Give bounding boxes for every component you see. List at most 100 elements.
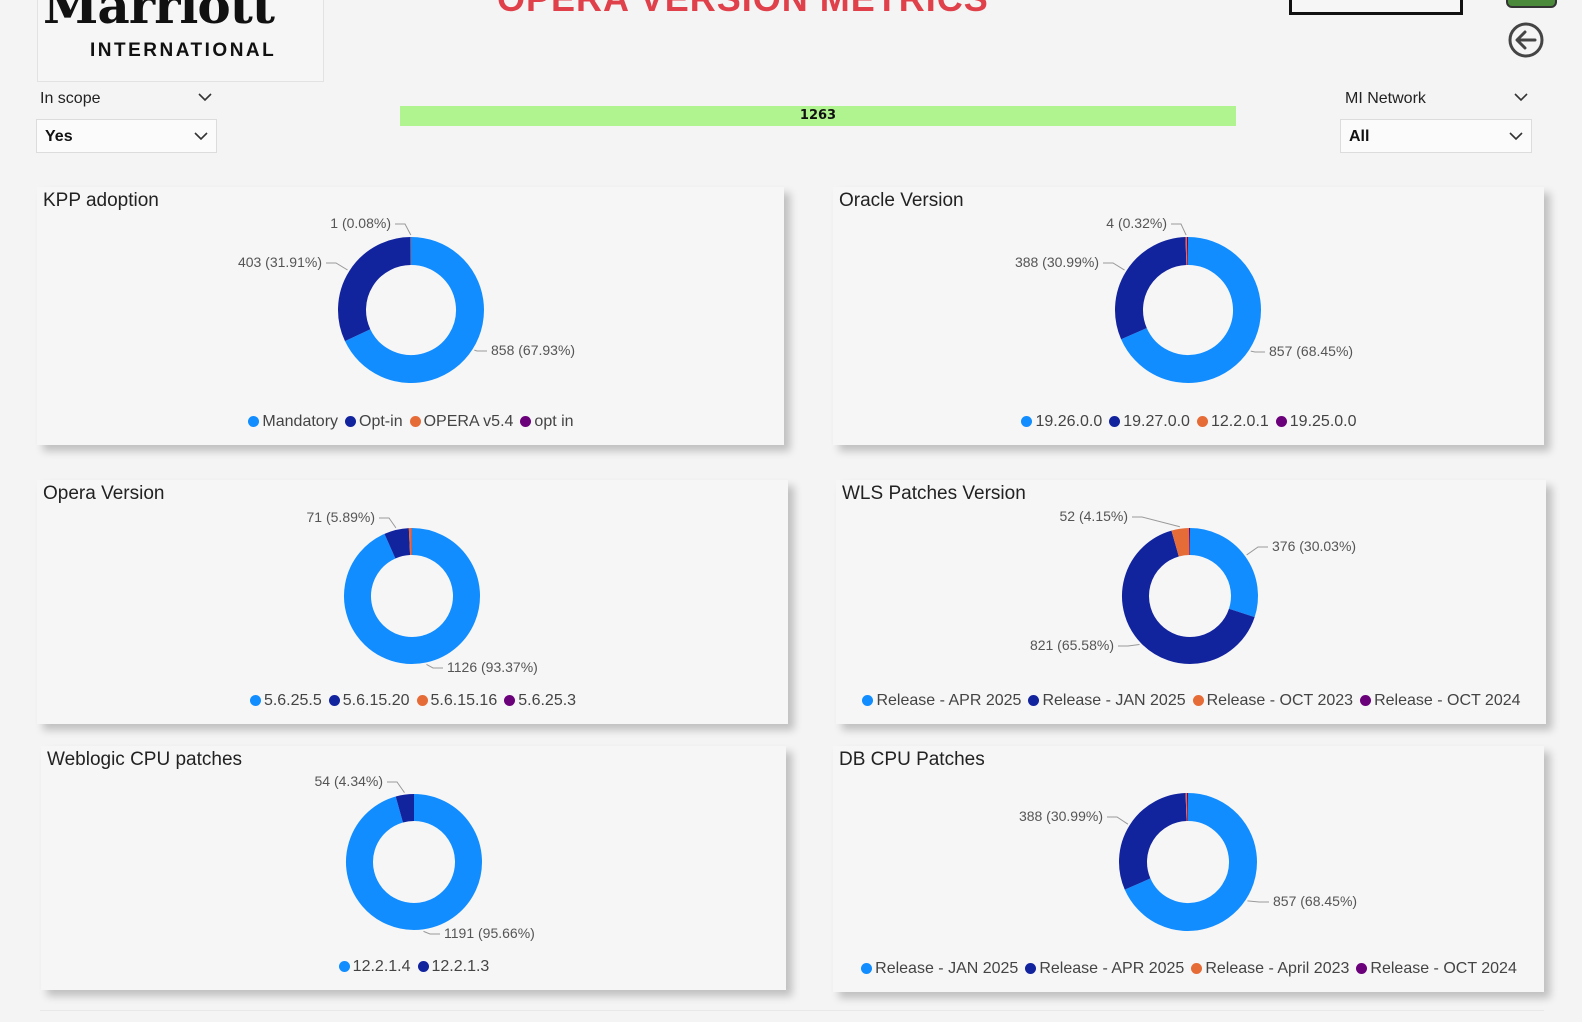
legend-label: Opt-in — [359, 413, 403, 430]
legend-item[interactable]: Release - APR 2025 — [1025, 960, 1184, 978]
data-label-leader — [326, 262, 348, 271]
logo-subtitle: INTERNATIONAL — [90, 40, 277, 61]
legend-item[interactable]: Mandatory — [248, 413, 338, 431]
data-label: 857 (68.45%) — [1273, 893, 1357, 909]
data-label-leader — [1250, 350, 1265, 353]
data-label-leader — [379, 517, 397, 529]
legend-dot-icon — [417, 961, 429, 972]
legend-item[interactable]: Release - OCT 2023 — [1192, 692, 1354, 710]
mi-network-dropdown[interactable]: All — [1340, 119, 1532, 153]
donut-slice-mandatory[interactable] — [344, 237, 484, 383]
legend-item[interactable]: Release - OCT 2024 — [1356, 960, 1517, 978]
data-label: 388 (30.99%) — [1019, 808, 1103, 824]
donut-slice-release-jan-2025[interactable] — [1122, 530, 1255, 664]
legend-item[interactable]: 19.26.0.0 — [1021, 413, 1102, 431]
chart-legend: 19.26.0.0 19.27.0.0 12.2.0.1 19.25.0.0 — [833, 413, 1544, 431]
panel-title: Weblogic CPU patches — [47, 749, 243, 770]
legend-item[interactable]: 19.25.0.0 — [1275, 413, 1357, 431]
legend-item[interactable]: 12.2.1.3 — [417, 958, 489, 976]
donut-slice-19-27-0-0[interactable] — [1115, 237, 1188, 340]
legend-dot-icon — [416, 695, 428, 706]
legend-dot-icon — [1275, 416, 1287, 427]
data-label: 1 (0.08%) — [330, 215, 391, 231]
header-green-button[interactable] — [1506, 0, 1557, 8]
wls-patches-panel: WLS Patches Version 376 (30.03%) 821 (65.… — [836, 480, 1546, 724]
panel-title: DB CPU Patches — [839, 749, 985, 770]
legend-dot-icon — [1356, 963, 1368, 974]
legend-item[interactable]: 5.6.25.5 — [249, 692, 322, 710]
legend-item[interactable]: 19.27.0.0 — [1109, 413, 1190, 431]
donut-slice-release-apr-2025[interactable] — [1119, 793, 1188, 890]
back-arrow-icon[interactable] — [1506, 20, 1546, 60]
legend-item[interactable]: Release - OCT 2024 — [1360, 692, 1521, 710]
legend-dot-icon — [345, 416, 357, 427]
data-label-leader — [1118, 643, 1140, 647]
legend-dot-icon — [520, 416, 532, 427]
legend-item[interactable]: 12.2.0.1 — [1196, 413, 1269, 431]
legend-label: Mandatory — [262, 413, 339, 430]
chevron-down-icon[interactable] — [198, 92, 212, 102]
donut-slice-opt-in[interactable] — [338, 237, 412, 342]
data-label: 388 (30.99%) — [1015, 254, 1099, 270]
legend-label: 12.2.0.1 — [1210, 413, 1269, 430]
data-label: 858 (67.93%) — [491, 342, 575, 358]
donut-slice-5-6-25-5[interactable] — [344, 528, 480, 664]
legend-label: Release - OCT 2023 — [1206, 692, 1354, 709]
data-label-leader — [423, 930, 440, 935]
header-button[interactable] — [1289, 0, 1463, 15]
legend-label: OPERA v5.4 — [423, 413, 514, 430]
legend-item[interactable]: 12.2.1.4 — [338, 958, 411, 976]
legend-item[interactable]: OPERA v5.4 — [409, 413, 514, 431]
legend-item[interactable]: Release - JAN 2025 — [861, 960, 1018, 978]
legend-item[interactable]: Release - APR 2025 — [862, 692, 1021, 710]
legend-label: Release - OCT 2024 — [1374, 692, 1521, 709]
legend-label: 5.6.25.5 — [263, 692, 322, 709]
panel-title: Opera Version — [43, 483, 165, 504]
donut-slice-release-jan-2025[interactable] — [1124, 793, 1257, 931]
data-label: 54 (4.34%) — [315, 773, 383, 789]
legend-item[interactable]: 5.6.15.20 — [328, 692, 410, 710]
legend-item[interactable]: 5.6.25.3 — [504, 692, 576, 710]
data-label: 1191 (95.66%) — [444, 925, 535, 941]
data-label-leader — [1107, 816, 1129, 825]
data-label-leader — [1246, 546, 1268, 556]
legend-item[interactable]: Opt-in — [345, 413, 403, 431]
chart-legend: 5.6.25.5 5.6.15.20 5.6.15.16 5.6.25.3 — [37, 692, 788, 710]
donut-slice-12-2-1-3[interactable] — [395, 794, 415, 823]
legend-label: 5.6.15.20 — [342, 692, 410, 709]
legend-item[interactable]: Release - JAN 2025 — [1028, 692, 1186, 710]
donut-slice-5-6-15-20[interactable] — [384, 528, 411, 559]
donut-chart: 1126 (93.37%) 71 (5.89%) — [307, 509, 538, 675]
page-title: OPERA VERSION METRICS — [497, 0, 989, 20]
donut-slice-release-apr-2025[interactable] — [1189, 528, 1258, 618]
legend-label: opt in — [534, 413, 574, 430]
count-value: 1263 — [799, 108, 837, 123]
data-label: 71 (5.89%) — [307, 509, 375, 525]
in-scope-dropdown[interactable]: Yes — [36, 119, 217, 153]
legend-label: Release - JAN 2025 — [1042, 692, 1186, 709]
legend-dot-icon — [1196, 416, 1208, 427]
legend-item[interactable]: 5.6.15.16 — [416, 692, 497, 710]
legend-dot-icon — [1192, 695, 1204, 706]
legend-dot-icon — [504, 695, 516, 706]
legend-dot-icon — [861, 963, 873, 974]
legend-item[interactable]: opt in — [520, 413, 574, 431]
count-bar: 1263 — [400, 106, 1236, 126]
legend-dot-icon — [1191, 963, 1203, 974]
legend-item[interactable]: Release - April 2023 — [1191, 960, 1349, 978]
legend-label: Release - APR 2025 — [876, 692, 1022, 709]
weblogic-cpu-panel: Weblogic CPU patches 1191 (95.66%) 54 (4.… — [41, 746, 786, 990]
panel-title: Oracle Version — [839, 190, 964, 211]
donut-slice-12-2-1-4[interactable] — [346, 794, 482, 930]
data-label: 857 (68.45%) — [1269, 343, 1353, 359]
chevron-down-icon — [194, 132, 208, 141]
chevron-down-icon[interactable] — [1514, 92, 1528, 102]
donut-slice-release-oct-2023[interactable] — [1171, 528, 1190, 557]
panel-title: KPP adoption — [43, 190, 159, 211]
legend-dot-icon — [409, 416, 421, 427]
legend-dot-icon — [248, 416, 260, 427]
data-label-leader — [1132, 516, 1180, 528]
data-label: 403 (31.91%) — [238, 254, 322, 270]
donut-slice-19-26-0-0[interactable] — [1121, 237, 1261, 383]
logo — [37, 0, 324, 82]
